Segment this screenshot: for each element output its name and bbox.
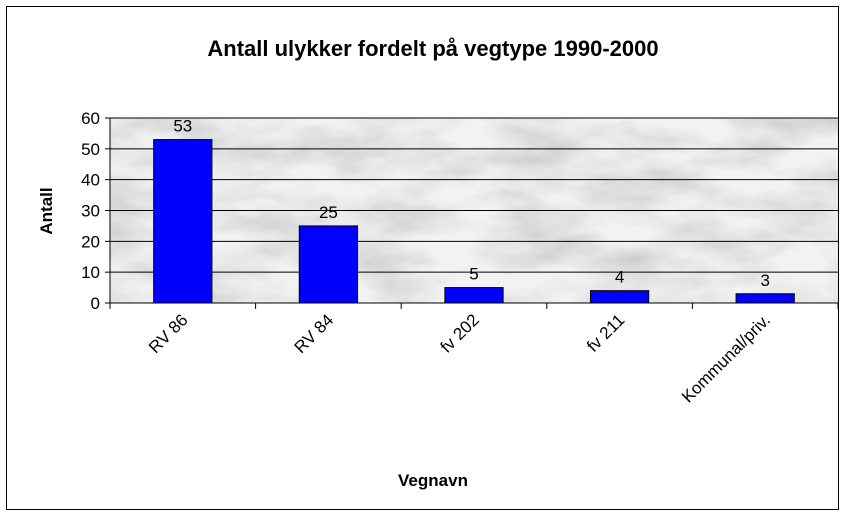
data-label: 25 [319, 203, 338, 222]
bar [589, 290, 650, 304]
bar [153, 139, 213, 304]
chart-title: Antall ulykker fordelt på vegtype 1990-2… [207, 36, 658, 61]
y-tick-label: 40 [81, 171, 100, 190]
y-tick-label: 60 [81, 109, 100, 128]
y-axis-label: Antall [37, 187, 56, 234]
bar [298, 225, 359, 304]
bar [444, 287, 504, 304]
y-tick-label: 50 [81, 140, 100, 159]
bar [735, 293, 795, 304]
y-tick-label: 20 [81, 232, 100, 251]
data-label: 53 [173, 117, 192, 136]
y-tick-label: 10 [81, 263, 100, 282]
y-tick-label: 0 [91, 294, 100, 313]
data-label: 5 [469, 265, 478, 284]
data-label: 3 [760, 271, 769, 290]
x-axis-label: Vegnavn [398, 471, 468, 490]
data-label: 4 [615, 268, 624, 287]
y-tick-label: 30 [81, 202, 100, 221]
